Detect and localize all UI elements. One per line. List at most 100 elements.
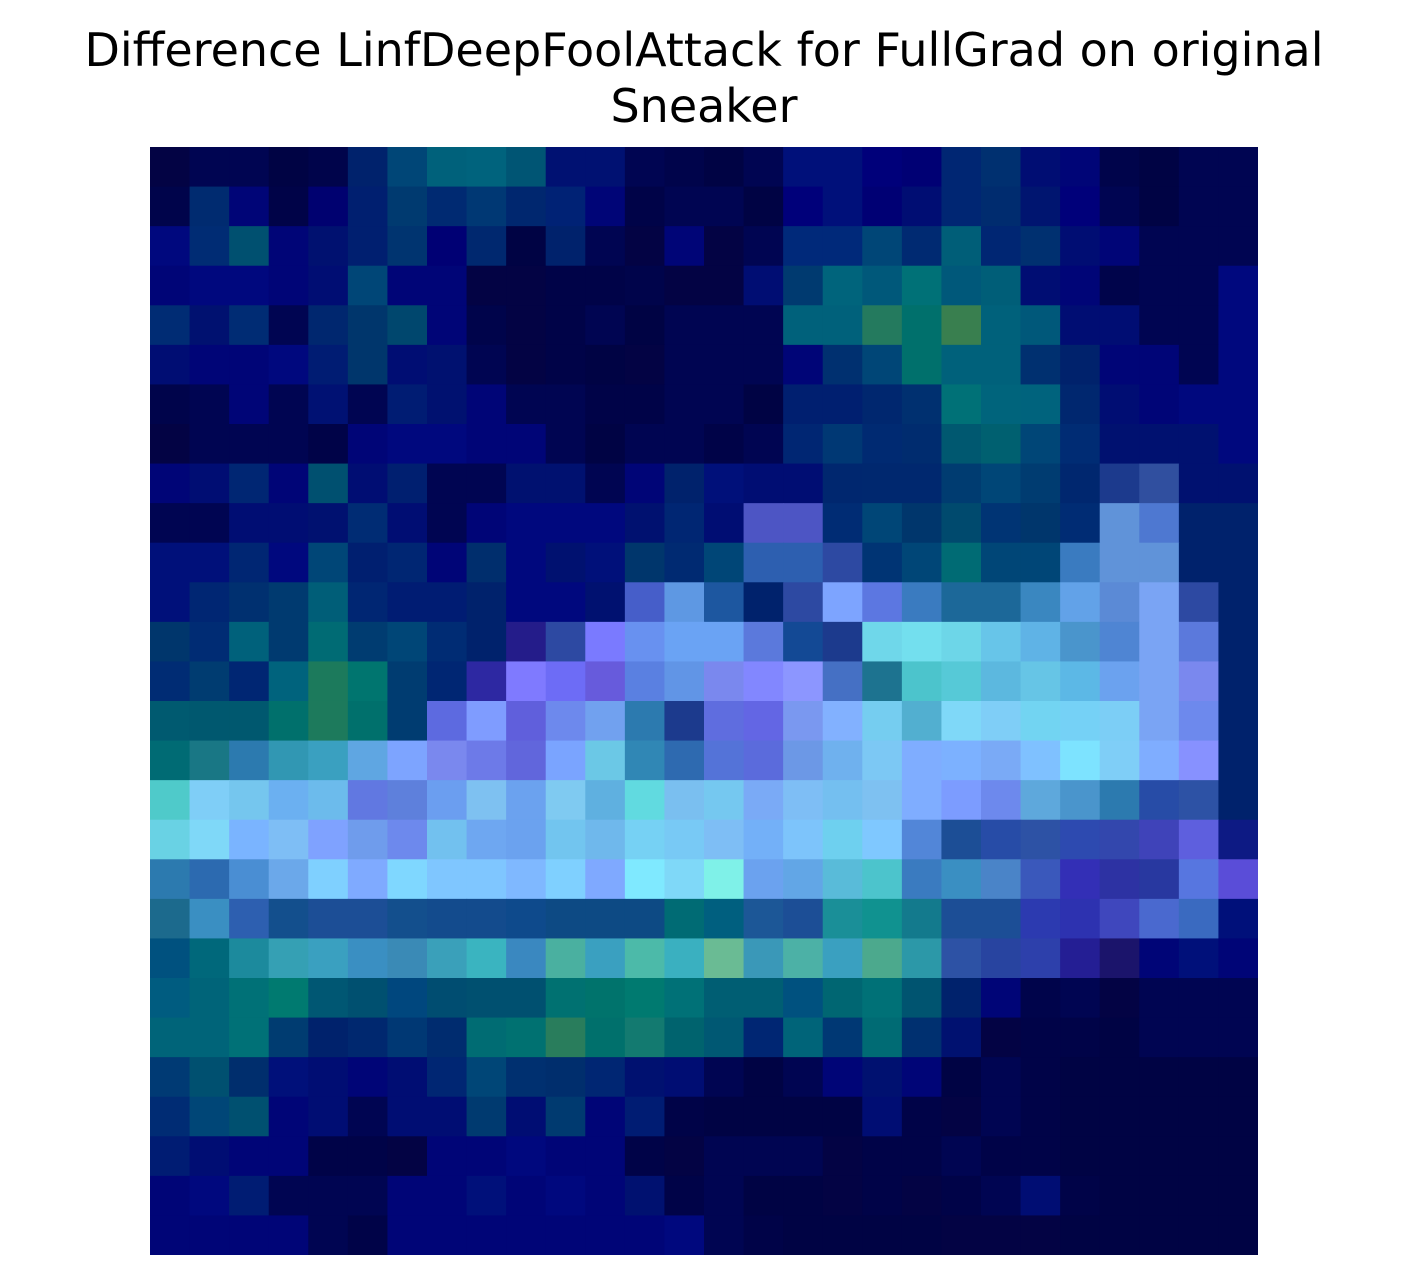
heatmap-cell-r19-c19	[901, 898, 943, 940]
heatmap-cell-r15-c26	[1178, 740, 1220, 781]
heatmap-cell-r6-c10	[545, 384, 586, 425]
heatmap-cell-r7-c21	[981, 424, 1022, 465]
heatmap-cell-r15-c6	[387, 740, 428, 781]
heatmap-cell-r3-c19	[901, 265, 943, 306]
heatmap-cell-r19-c26	[1178, 898, 1220, 940]
heatmap-cell-r25-c4	[308, 1136, 349, 1177]
heatmap-cell-r27-c21	[981, 1215, 1022, 1255]
heatmap-cell-r17-c2	[229, 819, 270, 860]
heatmap-cell-r0-c15	[743, 147, 784, 188]
heatmap-cell-r24-c2	[229, 1096, 270, 1137]
heatmap-cell-r21-c3	[268, 978, 309, 1019]
heatmap-cell-r13-c19	[901, 661, 943, 702]
heatmap-cell-r16-c13	[664, 780, 705, 821]
heatmap-cell-r4-c15	[743, 305, 784, 346]
heatmap-cell-r14-c2	[229, 701, 270, 742]
heatmap-cell-r20-c17	[822, 938, 863, 979]
heatmap-cell-r11-c11	[585, 582, 626, 623]
heatmap-cell-r6-c20	[941, 384, 982, 425]
heatmap-cell-r3-c7	[427, 265, 468, 306]
heatmap-cell-r13-c1	[189, 661, 230, 702]
heatmap-cell-r16-c15	[743, 780, 784, 821]
heatmap-cell-r26-c6	[387, 1175, 428, 1217]
heatmap-cell-r24-c9	[506, 1096, 547, 1137]
heatmap-cell-r17-c15	[743, 819, 784, 860]
heatmap-cell-r14-c20	[941, 701, 982, 742]
heatmap-cell-r27-c7	[427, 1215, 468, 1255]
heatmap-cell-r1-c20	[941, 186, 982, 227]
heatmap-cell-r8-c4	[308, 463, 349, 504]
heatmap-cell-r12-c15	[743, 621, 784, 663]
heatmap-cell-r23-c18	[862, 1057, 903, 1098]
heatmap-cell-r2-c20	[941, 226, 982, 267]
heatmap-cell-r13-c0	[150, 661, 191, 702]
heatmap-cell-r26-c2	[229, 1175, 270, 1217]
heatmap-cell-r26-c17	[822, 1175, 863, 1217]
heatmap-cell-r9-c26	[1178, 503, 1220, 544]
heatmap-cell-r1-c2	[229, 186, 270, 227]
heatmap-cell-r4-c11	[585, 305, 626, 346]
heatmap-cell-r27-c27	[1218, 1215, 1258, 1255]
heatmap-cell-r22-c8	[466, 1017, 507, 1058]
heatmap-cell-r0-c5	[347, 147, 389, 188]
heatmap-cell-r19-c24	[1099, 898, 1140, 940]
heatmap-cell-r24-c10	[545, 1096, 586, 1137]
heatmap-cell-r15-c20	[941, 740, 982, 781]
heatmap-cell-r10-c22	[1020, 542, 1061, 583]
heatmap-cell-r2-c16	[783, 226, 824, 267]
heatmap-cell-r15-c3	[268, 740, 309, 781]
heatmap-cell-r7-c20	[941, 424, 982, 465]
heatmap-cell-r16-c22	[1020, 780, 1061, 821]
heatmap-cell-r21-c26	[1178, 978, 1220, 1019]
heatmap-cell-r21-c27	[1218, 978, 1258, 1019]
heatmap-cell-r6-c24	[1099, 384, 1140, 425]
heatmap-cell-r6-c13	[664, 384, 705, 425]
heatmap-cell-r15-c23	[1060, 740, 1101, 781]
heatmap-cell-r27-c9	[506, 1215, 547, 1255]
heatmap-cell-r20-c6	[387, 938, 428, 979]
heatmap-cell-r27-c11	[585, 1215, 626, 1255]
heatmap-cell-r21-c9	[506, 978, 547, 1019]
heatmap-cell-r22-c11	[585, 1017, 626, 1058]
heatmap-cell-r3-c14	[704, 265, 745, 306]
heatmap-cell-r23-c21	[981, 1057, 1022, 1098]
heatmap-cell-r11-c26	[1178, 582, 1220, 623]
heatmap-cell-r4-c21	[981, 305, 1022, 346]
heatmap-cell-r16-c3	[268, 780, 309, 821]
heatmap-cell-r15-c2	[229, 740, 270, 781]
heatmap-cell-r18-c16	[783, 859, 824, 900]
heatmap-cell-r14-c12	[624, 701, 666, 742]
heatmap-cell-r23-c6	[387, 1057, 428, 1098]
heatmap-cell-r22-c22	[1020, 1017, 1061, 1058]
heatmap-cell-r17-c3	[268, 819, 309, 860]
heatmap-cell-r1-c26	[1178, 186, 1220, 227]
heatmap-cell-r1-c10	[545, 186, 586, 227]
heatmap-cell-r14-c25	[1139, 701, 1180, 742]
heatmap-cell-r0-c0	[150, 147, 191, 188]
heatmap-cell-r22-c1	[189, 1017, 230, 1058]
heatmap-cell-r9-c6	[387, 503, 428, 544]
heatmap-cell-r20-c14	[704, 938, 745, 979]
heatmap-cell-r26-c5	[347, 1175, 389, 1217]
heatmap-cell-r16-c27	[1218, 780, 1258, 821]
heatmap-cell-r9-c16	[783, 503, 824, 544]
heatmap-cell-r10-c18	[862, 542, 903, 583]
heatmap-cell-r4-c5	[347, 305, 389, 346]
heatmap-cell-r1-c16	[783, 186, 824, 227]
heatmap-cell-r15-c12	[624, 740, 666, 781]
heatmap-cell-r0-c14	[704, 147, 745, 188]
heatmap-cell-r22-c18	[862, 1017, 903, 1058]
heatmap-cell-r22-c14	[704, 1017, 745, 1058]
heatmap-cell-r19-c8	[466, 898, 507, 940]
heatmap-cell-r4-c0	[150, 305, 191, 346]
heatmap-cell-r25-c0	[150, 1136, 191, 1177]
heatmap-cell-r13-c4	[308, 661, 349, 702]
heatmap-cell-r2-c19	[901, 226, 943, 267]
heatmap-cell-r17-c21	[981, 819, 1022, 860]
heatmap-cell-r23-c20	[941, 1057, 982, 1098]
heatmap-cell-r26-c3	[268, 1175, 309, 1217]
heatmap-cell-r4-c7	[427, 305, 468, 346]
heatmap-cell-r19-c2	[229, 898, 270, 940]
heatmap-cell-r24-c8	[466, 1096, 507, 1137]
heatmap-cell-r5-c14	[704, 344, 745, 386]
